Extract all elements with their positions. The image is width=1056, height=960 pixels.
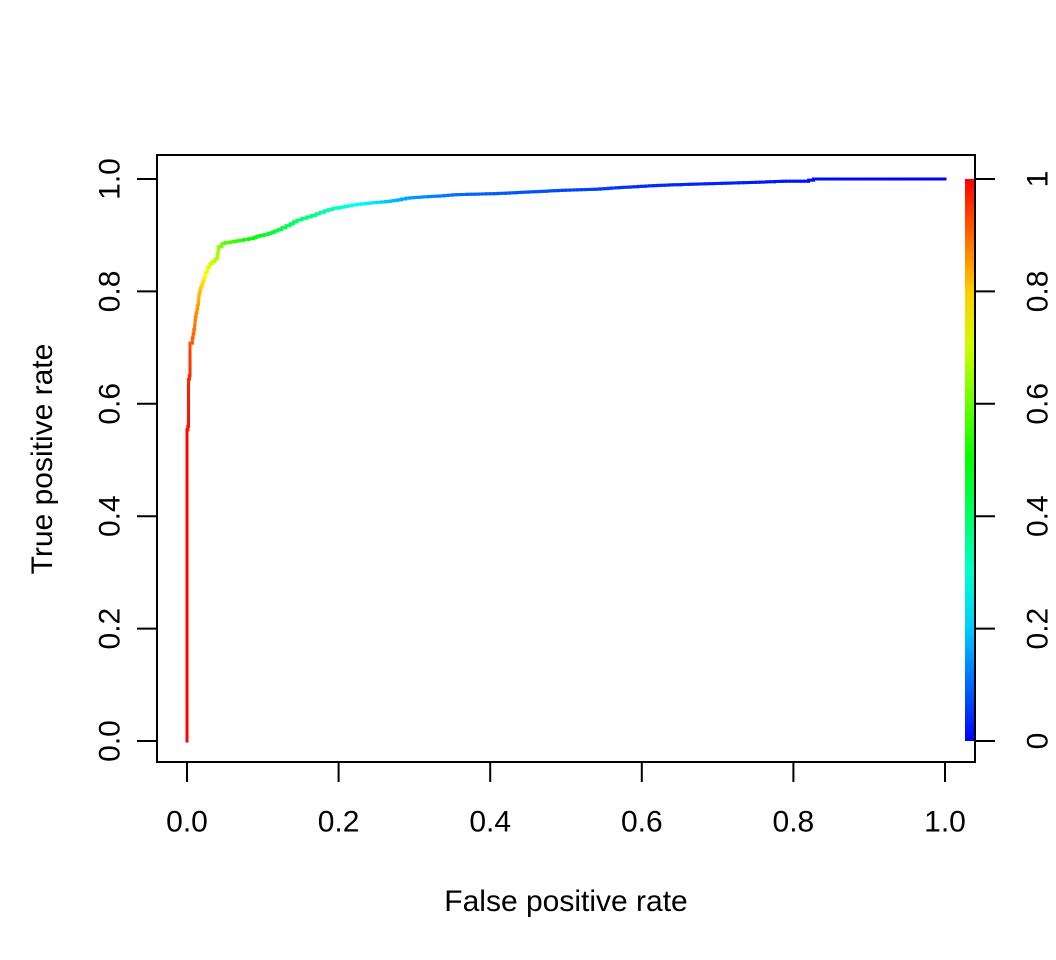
roc-curve-segment <box>247 237 256 241</box>
y-axis-tick-label: 0.0 <box>94 720 127 762</box>
roc-curve-segment <box>242 237 251 242</box>
colorbar-tick-label: 0.2 <box>1022 608 1055 650</box>
plot-box <box>156 154 976 763</box>
x-axis-tick-label: 0.8 <box>773 806 815 839</box>
roc-curve-segment <box>300 216 309 222</box>
x-axis-tick-label: 0.6 <box>621 806 663 839</box>
roc-curve-segment <box>807 178 815 183</box>
x-axis-tick-label: 0.0 <box>166 806 208 839</box>
colorbar-tick-label: 0.8 <box>1022 271 1055 313</box>
y-axis-tick-label: 1.0 <box>94 158 127 200</box>
roc-curve-segment <box>295 218 304 224</box>
y-axis-tick-label: 0.4 <box>94 495 127 537</box>
roc-curve-segment <box>350 203 359 208</box>
roc-curve <box>185 177 947 743</box>
colorbar <box>965 179 975 741</box>
roc-curve-segment <box>812 177 820 182</box>
y-axis-title: True positive rate <box>26 343 59 575</box>
y-axis-tick-label: 0.8 <box>94 271 127 313</box>
colorbar-tick-label: 0.6 <box>1022 383 1055 425</box>
colorbar-tick-label: 0.4 <box>1022 495 1055 537</box>
y-axis-tick-label: 0.2 <box>94 608 127 650</box>
x-axis-title: False positive rate <box>444 885 688 918</box>
x-axis-tick-label: 1.0 <box>924 806 966 839</box>
x-axis-tick-label: 0.4 <box>469 806 511 839</box>
roc-curve-segment <box>223 241 232 246</box>
colorbar-tick-label: 1 <box>1022 171 1055 188</box>
x-axis-tick-label: 0.2 <box>318 806 360 839</box>
y-axis-tick-label: 0.6 <box>94 383 127 425</box>
roc-curve-segment <box>309 214 318 219</box>
colorbar-tick-label: 0 <box>1022 733 1055 750</box>
